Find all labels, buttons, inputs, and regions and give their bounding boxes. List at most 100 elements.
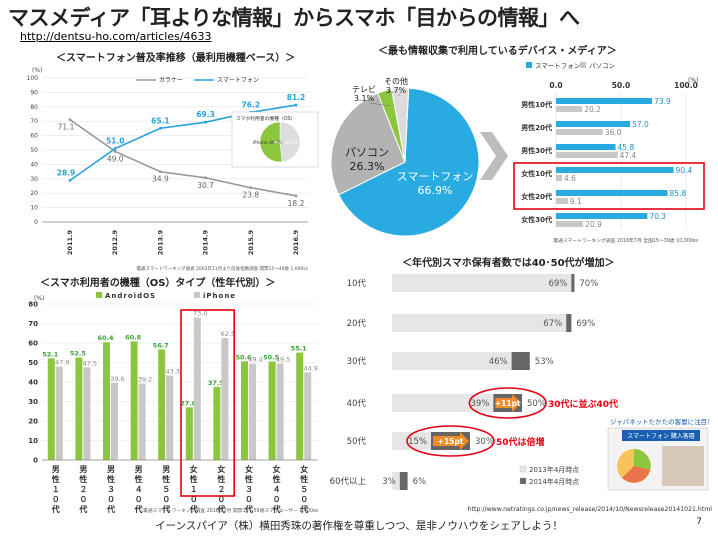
bar-label: 37.5 (208, 379, 225, 387)
bar (392, 432, 431, 450)
legend-label: iPhone (203, 292, 236, 300)
x-tick-label: 2014.9 (202, 230, 210, 256)
slice-name: テレビ (352, 85, 376, 94)
increase-arrow (433, 432, 469, 450)
bar (556, 106, 583, 112)
category-char: 性 (245, 474, 253, 484)
data-label: 34.9 (152, 175, 169, 184)
y-tick-label: 100 (27, 75, 39, 82)
inset-slice (279, 121, 301, 163)
chart-note: 電通スマートワーキング調査 2016年7月 開票15～59歳スマホユーザー 1,… (143, 507, 318, 514)
category-char: 男 (135, 465, 143, 474)
category-char: 性 (162, 474, 170, 484)
category-char: 代 (299, 504, 308, 514)
bar-label: 70.3 (649, 212, 666, 221)
os-bar-chart: (%) AndroidOS iPhone0102030405060708052.14… (28, 292, 318, 514)
category-char: 性 (273, 474, 281, 484)
category-char: 代 (134, 504, 143, 514)
category-label: 男性10代 (521, 100, 552, 109)
bar-label: 47.5 (83, 359, 97, 367)
bar (185, 407, 193, 460)
data-label: 69.3 (196, 110, 215, 119)
source-link[interactable]: http://dentsu-ho.com/articles/4633 (20, 30, 212, 43)
category-label: 女性30代 (521, 215, 552, 224)
bar-label: 52.5 (70, 350, 87, 358)
bar-label: 69% (576, 319, 595, 329)
category-char: 男 (162, 465, 170, 474)
increase-arrow (495, 394, 521, 412)
category-char: 性 (217, 474, 225, 484)
inset-label: Android 51.7% (273, 140, 307, 146)
bar-label: 36.0 (605, 128, 622, 137)
device-bar-chart: スマートフォン パソコン (%) 0.0 50.0 100.0 男性10代 73.9 20.2 男… (513, 62, 705, 244)
thumbnail-pie-slice (634, 449, 651, 470)
bar (392, 472, 400, 490)
category-char: ３ (245, 485, 253, 494)
bar-label: 27.0 (180, 399, 197, 407)
highlight-ellipse (468, 387, 547, 419)
bar (392, 314, 567, 332)
bar (556, 213, 648, 219)
slice-value: 3.7% (386, 86, 407, 95)
category-char: ０ (245, 495, 253, 504)
category-char: １ (52, 485, 60, 494)
legend-swatch (519, 477, 527, 485)
category-char: 性 (135, 474, 143, 484)
x-tick-label: 2015.9 (247, 230, 255, 256)
legend-label: スマートフォン (535, 62, 580, 70)
category-char: ０ (135, 495, 143, 504)
category-label: 女性10代 (521, 169, 552, 178)
data-label: 76.2 (242, 100, 261, 109)
category-label: 20代 (347, 318, 367, 329)
slide-title: マスメディア「耳よりな情報」からスマホ「目からの情報」へ (8, 6, 580, 30)
pie-slice (390, 87, 410, 163)
bar-label: 15% (408, 437, 427, 447)
y-tick-label: 80 (28, 301, 38, 309)
bar (566, 314, 572, 332)
highlight-ellipse (406, 425, 495, 457)
category-char: 性 (52, 474, 60, 484)
thumbnail-label: スマートフォン 購入客層 (627, 432, 695, 440)
bar-label: 30% (475, 437, 494, 447)
bar-label: 55.1 (291, 345, 308, 353)
bar (130, 341, 138, 460)
bar (556, 221, 584, 227)
bar-label: 4.6 (564, 174, 576, 183)
bar-label: 53% (535, 357, 554, 367)
bar (511, 352, 530, 370)
bar-label: 3% (382, 477, 396, 487)
bar-label: 69% (548, 279, 567, 289)
inset-slice (259, 121, 283, 163)
y-tick-label: 60 (28, 340, 38, 348)
category-char: 代 (51, 504, 60, 514)
category-char: 代 (161, 504, 170, 514)
bar (556, 175, 562, 181)
y-tick-label: 40 (30, 161, 38, 168)
arrow-shape (480, 132, 508, 180)
y-tick-label: 30 (28, 398, 38, 406)
bar (304, 372, 312, 460)
footer-copyright: イーンスパイア（株）横田秀珠の著作権を尊重しつつ、是非ノウハウをシェアしよう！ (155, 520, 563, 532)
data-point (204, 120, 208, 124)
y-tick-label: 90 (30, 89, 38, 96)
bar (556, 198, 568, 204)
category-label: 女性20代 (521, 192, 552, 201)
device-title: ＜最も情報収集で利用しているデバイス・メディア＞ (378, 46, 617, 57)
ownership-title: ＜年代別スマホ保有者数では40･50代が増加＞ (402, 258, 615, 269)
category-char: 性 (300, 474, 308, 484)
page-number: 7 (696, 517, 702, 527)
bar (83, 367, 91, 460)
bar-label: 60.4 (97, 334, 114, 342)
right-arrow-icon (480, 132, 508, 180)
highlight-box (513, 162, 705, 210)
legend-swatch (96, 292, 102, 298)
legend-label: AndroidOS (105, 292, 156, 300)
y-tick-label: 70 (30, 118, 38, 125)
slice-value: 3.1% (354, 94, 375, 103)
x-tick-label: 100.0 (674, 81, 698, 90)
legend-label: ガラケー (159, 76, 183, 84)
data-label: 18.2 (288, 199, 305, 208)
ownership-bar-chart: 10代 69% 70% 20代 67% 69% 30代 46% 53% 40代 39% 50% 50代 1… (330, 274, 714, 513)
category-char: 代 (216, 504, 225, 514)
bar-label: 46% (489, 357, 508, 367)
